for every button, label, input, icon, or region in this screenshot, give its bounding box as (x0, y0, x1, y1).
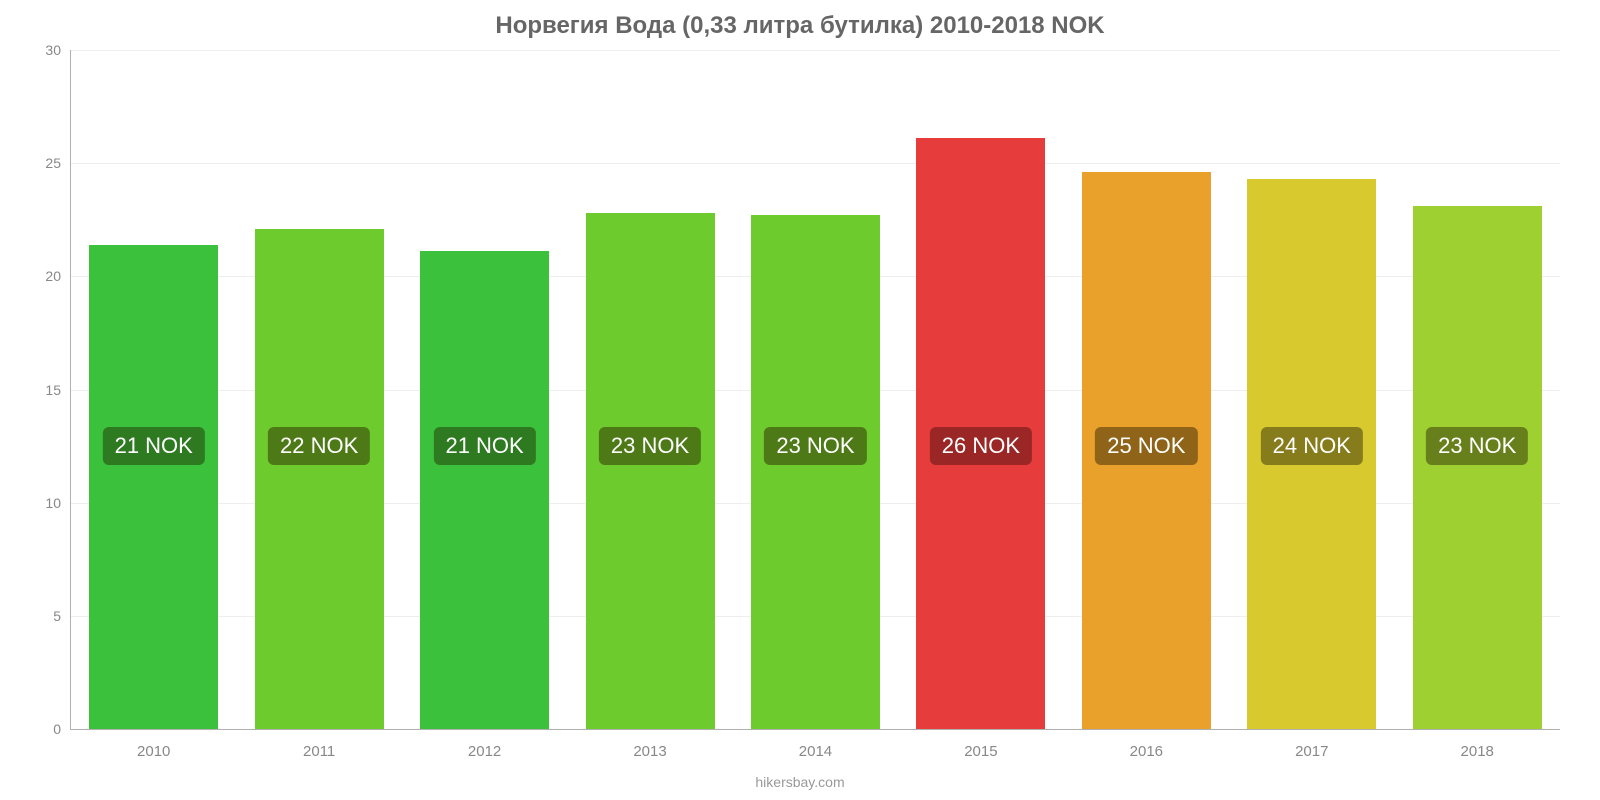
bar (420, 251, 549, 729)
plot-area: 051015202530 21 NOK201022 NOK201121 NOK2… (70, 50, 1560, 730)
bar-slot: 26 NOK2015 (898, 50, 1063, 729)
bar-value-label: 26 NOK (930, 427, 1032, 465)
x-tick-label: 2010 (137, 729, 170, 760)
y-tick-label: 20 (45, 268, 71, 284)
chart-title: Норвегия Вода (0,33 литра бутилка) 2010-… (0, 12, 1600, 40)
bar-slot: 23 NOK2018 (1395, 50, 1560, 729)
bar-value-label: 24 NOK (1261, 427, 1363, 465)
bar-value-label: 23 NOK (1426, 427, 1528, 465)
bar-slot: 25 NOK2016 (1064, 50, 1229, 729)
y-tick-label: 30 (45, 42, 71, 58)
bar-slot: 21 NOK2012 (402, 50, 567, 729)
x-tick-label: 2014 (799, 729, 832, 760)
bar-slot: 21 NOK2010 (71, 50, 236, 729)
y-tick-label: 5 (53, 608, 71, 624)
bar-slot: 22 NOK2011 (236, 50, 401, 729)
y-tick-label: 0 (53, 721, 71, 737)
bar-value-label: 21 NOK (103, 427, 205, 465)
bars-row: 21 NOK201022 NOK201121 NOK201223 NOK2013… (71, 50, 1560, 729)
bar-value-label: 21 NOK (433, 427, 535, 465)
bar-slot: 23 NOK2013 (567, 50, 732, 729)
y-tick-label: 15 (45, 382, 71, 398)
x-tick-label: 2018 (1461, 729, 1494, 760)
bar (751, 215, 880, 729)
chart-container: Норвегия Вода (0,33 литра бутилка) 2010-… (0, 0, 1600, 800)
bar-value-label: 22 NOK (268, 427, 370, 465)
bar-value-label: 25 NOK (1095, 427, 1197, 465)
bar (586, 213, 715, 729)
y-tick-label: 10 (45, 495, 71, 511)
x-tick-label: 2013 (633, 729, 666, 760)
bar-value-label: 23 NOK (764, 427, 866, 465)
bar (1413, 206, 1542, 729)
x-tick-label: 2017 (1295, 729, 1328, 760)
y-tick-label: 25 (45, 155, 71, 171)
bar-slot: 23 NOK2014 (733, 50, 898, 729)
x-tick-label: 2016 (1130, 729, 1163, 760)
bar-slot: 24 NOK2017 (1229, 50, 1394, 729)
x-tick-label: 2015 (964, 729, 997, 760)
attribution-text: hikersbay.com (0, 774, 1600, 790)
bar (89, 245, 218, 729)
bar (255, 229, 384, 729)
x-tick-label: 2011 (303, 729, 335, 760)
x-tick-label: 2012 (468, 729, 501, 760)
bar-value-label: 23 NOK (599, 427, 701, 465)
